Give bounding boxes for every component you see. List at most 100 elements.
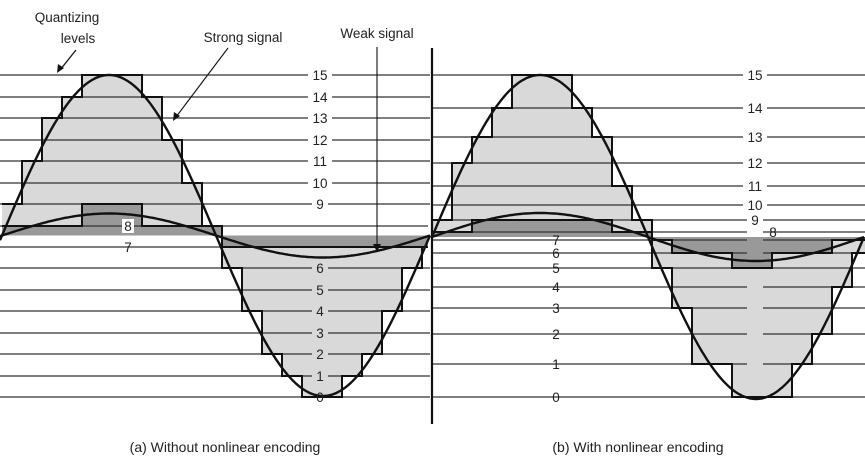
weak-signal-curve xyxy=(431,211,865,263)
quantizing-levels-arrow xyxy=(59,49,77,71)
level-label-a-9: 9 xyxy=(316,197,324,212)
level-label-b-13: 13 xyxy=(747,130,762,145)
strong-signal-sample-bar xyxy=(62,97,82,236)
level-label-a-2: 2 xyxy=(316,347,324,362)
weak-signal-sample-bar xyxy=(422,235,428,247)
strong-signal-arrowhead-icon xyxy=(173,112,180,121)
weak-signal-staircase xyxy=(432,219,865,269)
level-label-b-12: 12 xyxy=(747,156,762,171)
weak-signal-sample-bar xyxy=(102,204,122,236)
strong-signal-staircase xyxy=(2,74,428,398)
weak-signal-sample-bar xyxy=(712,237,732,253)
level-label-b-7: 7 xyxy=(552,233,560,248)
strong-signal-sample-bar xyxy=(732,237,752,397)
strong-signal-sample-bar xyxy=(302,235,322,397)
strong-signal-sample-bar xyxy=(322,235,342,397)
level-label-b-0: 0 xyxy=(552,390,560,405)
strong-signal-sample-bar xyxy=(792,237,812,364)
strong-signal-sample-bar xyxy=(512,75,532,237)
level-label-a-13: 13 xyxy=(312,111,327,126)
level-labels: 0123456789101112131415012345678910111213… xyxy=(122,68,777,405)
weak-signal-sample-bar xyxy=(342,235,362,247)
weak-signal-sample-bar xyxy=(302,235,322,247)
strong-signal-sample-bar xyxy=(382,235,402,311)
strong-signal-sample-bar xyxy=(552,75,572,237)
level-label-a-15: 15 xyxy=(312,68,327,83)
strong-signal-sample-bar xyxy=(102,75,122,236)
level-label-a-5: 5 xyxy=(316,283,324,298)
strong-signal-sample-bar xyxy=(242,235,262,311)
weak-signal-sample-bar xyxy=(202,226,222,236)
strong-signal-arrow xyxy=(175,47,229,118)
weak-signal-sample-bar xyxy=(42,226,62,236)
quantizing-levels-arrowhead-icon xyxy=(57,64,64,73)
strong-signal-sample-bar xyxy=(592,137,612,237)
weak-signal-sample-bar xyxy=(692,237,712,253)
strong-signal-curve xyxy=(0,73,432,398)
level-label-b-15: 15 xyxy=(747,68,762,83)
weak-signal-sample-bar xyxy=(772,237,792,253)
weak-signal-sample-bar xyxy=(792,237,812,253)
level-label-b-5: 5 xyxy=(552,261,560,276)
strong-signal-sample-bar xyxy=(612,186,632,237)
strong-signal-sample-bar xyxy=(532,75,552,237)
level-label-b-2: 2 xyxy=(552,327,560,342)
weak-signal-sample-bar xyxy=(652,237,672,240)
level-label-a-14: 14 xyxy=(312,90,328,105)
level-label-b-8: 8 xyxy=(769,225,777,240)
weak-signal-sample-bar xyxy=(572,220,592,237)
level-label-a-10: 10 xyxy=(312,176,327,191)
weak-signal-sample-bar xyxy=(82,204,102,236)
strong-signal-staircase xyxy=(432,74,865,398)
level-label-b-4: 4 xyxy=(552,280,560,295)
level-label-a-0: 0 xyxy=(316,390,324,405)
strong-signal-sample-bar xyxy=(82,75,102,236)
weak-signal-label: Weak signal xyxy=(340,26,413,41)
strong-signal-sample-bar xyxy=(42,118,62,236)
level-label-a-11: 11 xyxy=(313,154,327,169)
level-label-b-14: 14 xyxy=(747,101,763,116)
strong-signal-sample-bar xyxy=(472,137,492,237)
level-label-b-11: 11 xyxy=(748,179,762,194)
weak-signal-sample-bar xyxy=(142,226,162,236)
level-label-a-4: 4 xyxy=(316,304,324,319)
level-label-a-6: 6 xyxy=(316,261,324,276)
strong-signal-sample-bar xyxy=(182,183,202,236)
weak-signal-arrowhead-icon xyxy=(373,244,381,252)
strong-signal-sample-bar xyxy=(692,237,712,364)
weak-signal-sample-bar xyxy=(832,237,852,240)
weak-signal-sample-bar xyxy=(62,226,82,236)
weak-signal-sample-bar xyxy=(492,220,512,237)
weak-signal-sample-bar xyxy=(532,220,552,237)
signal-curves xyxy=(0,73,865,401)
strong-signal-label: Strong signal xyxy=(204,30,283,45)
level-label-a-1: 1 xyxy=(316,369,324,384)
level-label-b-3: 3 xyxy=(552,301,560,316)
strong-signal-sample-bar xyxy=(712,237,732,364)
caption-panel-a: (a) Without nonlinear encoding xyxy=(130,439,321,455)
weak-signal-sample-bar xyxy=(512,220,532,237)
strong-signal-sample-bar xyxy=(342,235,362,376)
weak-signal-sample-bar xyxy=(22,226,42,236)
strong-signal-sample-bar xyxy=(162,140,182,236)
weak-signal-sample-bar xyxy=(182,226,202,236)
level-label-a-3: 3 xyxy=(316,326,324,341)
strong-signal-sample-bar xyxy=(752,237,772,397)
strong-signal-sample-bar xyxy=(262,235,282,354)
quantizing-levels-label-line2: levels xyxy=(61,31,96,46)
quantizing-levels-label-line1: Quantizing xyxy=(35,10,100,25)
level-label-bg xyxy=(122,219,134,233)
level-label-a-12: 12 xyxy=(312,133,327,148)
strong-signal-sample-bar xyxy=(812,237,832,334)
weak-signal-curve xyxy=(0,212,431,259)
level-label-b-1: 1 xyxy=(552,357,560,372)
weak-signal-sample-bar xyxy=(612,232,632,237)
level-label-a-8: 8 xyxy=(124,219,132,234)
level-label-b-6: 6 xyxy=(552,246,560,261)
weak-signal-sample-bar xyxy=(362,235,382,247)
caption-panel-b: (b) With nonlinear encoding xyxy=(552,439,723,455)
weak-signal-sample-bar xyxy=(162,226,182,236)
strong-signal-sample-bar xyxy=(362,235,382,354)
